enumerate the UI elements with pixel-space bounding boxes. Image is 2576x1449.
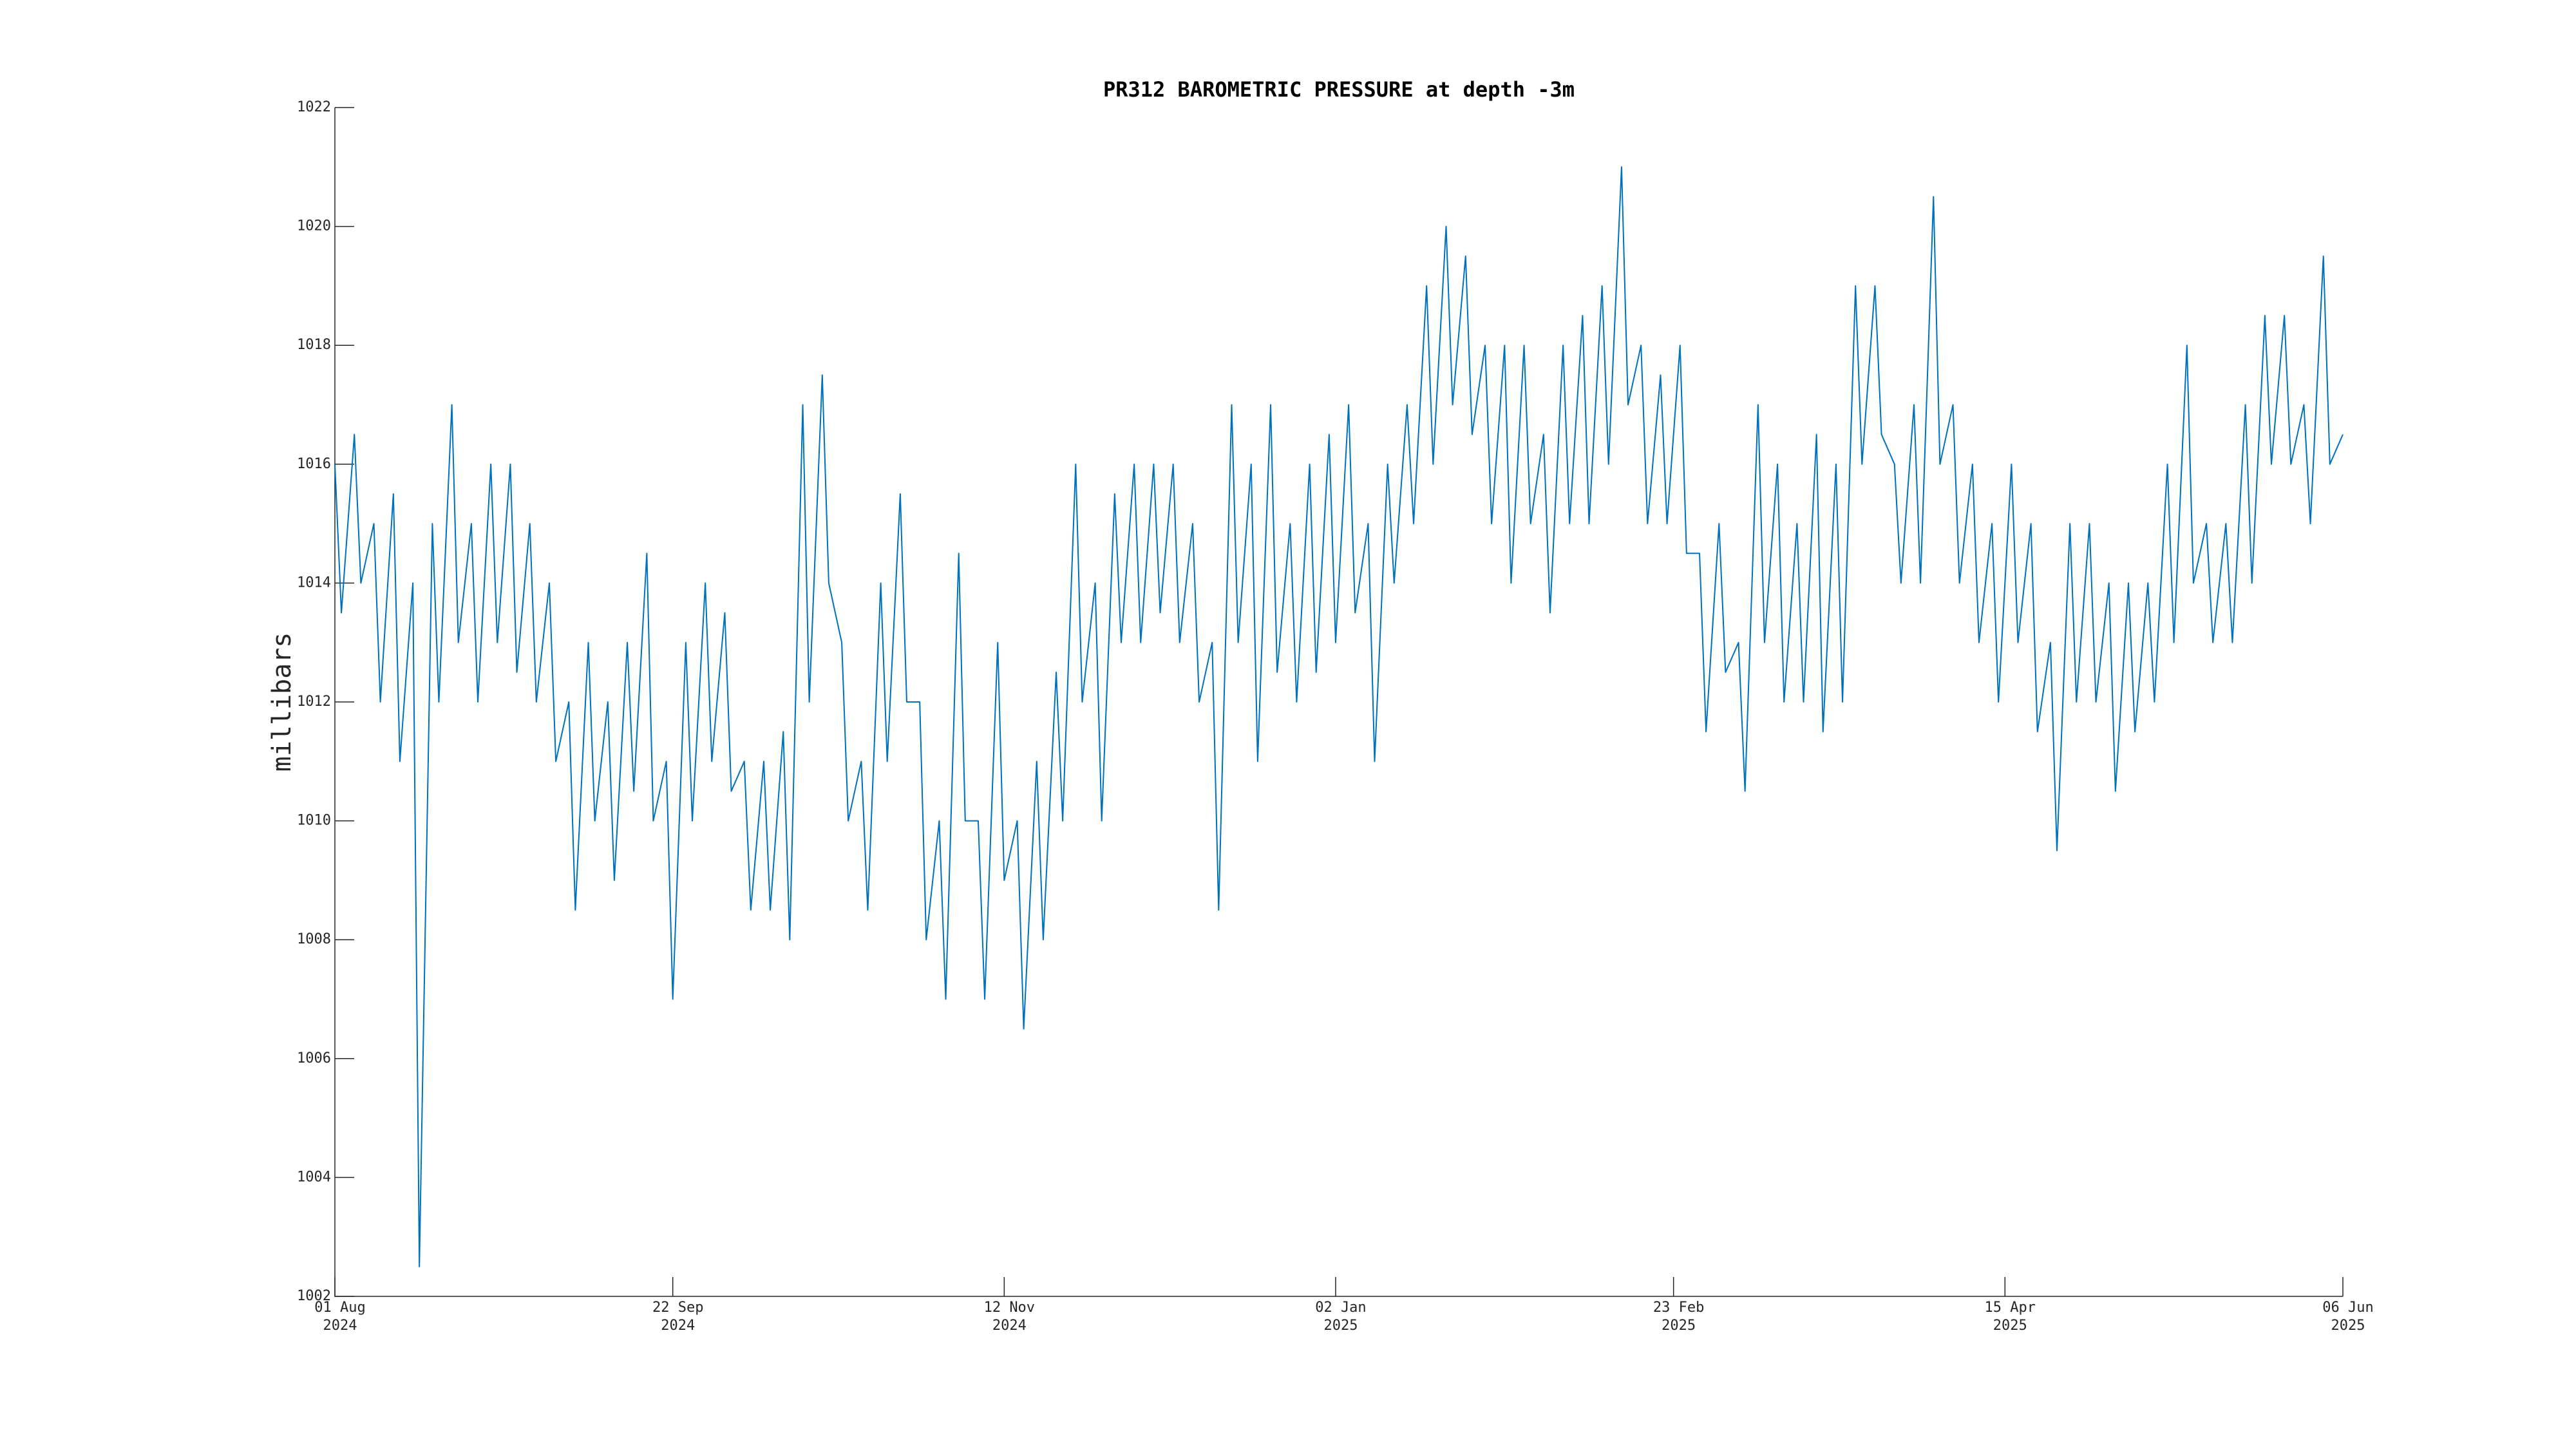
x-tick-label-line: 06 Jun bbox=[2322, 1300, 2373, 1316]
x-tick-label: 12 Nov 2024 bbox=[984, 1300, 1035, 1334]
x-tick-label-line: 23 Feb bbox=[1653, 1300, 1704, 1316]
x-tick-label: 01 Aug 2024 bbox=[314, 1300, 365, 1334]
x-tick-label-line: 2024 bbox=[661, 1318, 695, 1334]
x-tick-label: 02 Jan 2025 bbox=[1315, 1300, 1366, 1334]
pressure-line bbox=[334, 166, 2344, 1267]
y-tick-label: 1006 bbox=[297, 1050, 331, 1066]
y-tick-label: 1008 bbox=[297, 931, 331, 947]
y-tick-label: 1018 bbox=[297, 337, 331, 353]
y-tick-label: 1012 bbox=[297, 694, 331, 710]
y-tick-label: 1014 bbox=[297, 574, 331, 591]
x-tick-label: 06 Jun 2025 bbox=[2322, 1300, 2373, 1334]
x-tick-label-line: 2025 bbox=[1662, 1318, 1696, 1334]
x-tick-label-line: 02 Jan bbox=[1315, 1300, 1366, 1316]
y-axis-label: millibars bbox=[267, 632, 297, 772]
x-tick-label: 23 Feb 2025 bbox=[1653, 1300, 1704, 1334]
x-tick-label: 15 Apr 2025 bbox=[1985, 1300, 2036, 1334]
x-tick-label-line: 2024 bbox=[992, 1318, 1027, 1334]
y-tick-label: 1010 bbox=[297, 813, 331, 829]
x-tick-label-line: 22 Sep bbox=[652, 1300, 703, 1316]
x-tick-label-line: 01 Aug bbox=[314, 1300, 365, 1316]
x-tick-label-line: 15 Apr bbox=[1985, 1300, 2036, 1316]
y-tick-label: 1004 bbox=[297, 1169, 331, 1185]
y-tick-label: 1022 bbox=[297, 99, 331, 115]
x-tick-label-line: 2025 bbox=[1993, 1318, 2027, 1334]
x-tick-label-line: 2024 bbox=[323, 1318, 357, 1334]
y-tick-label: 1016 bbox=[297, 456, 331, 472]
x-tick-label-line: 12 Nov bbox=[984, 1300, 1035, 1316]
chart-title: PR312 BAROMETRIC PRESSURE at depth -3m bbox=[1103, 77, 1575, 102]
y-tick-label: 1002 bbox=[297, 1288, 331, 1304]
y-tick-label: 1020 bbox=[297, 218, 331, 234]
x-tick-label-line: 2025 bbox=[1323, 1318, 1358, 1334]
x-tick-label: 22 Sep 2024 bbox=[652, 1300, 703, 1334]
x-tick-label-line: 2025 bbox=[2331, 1318, 2365, 1334]
